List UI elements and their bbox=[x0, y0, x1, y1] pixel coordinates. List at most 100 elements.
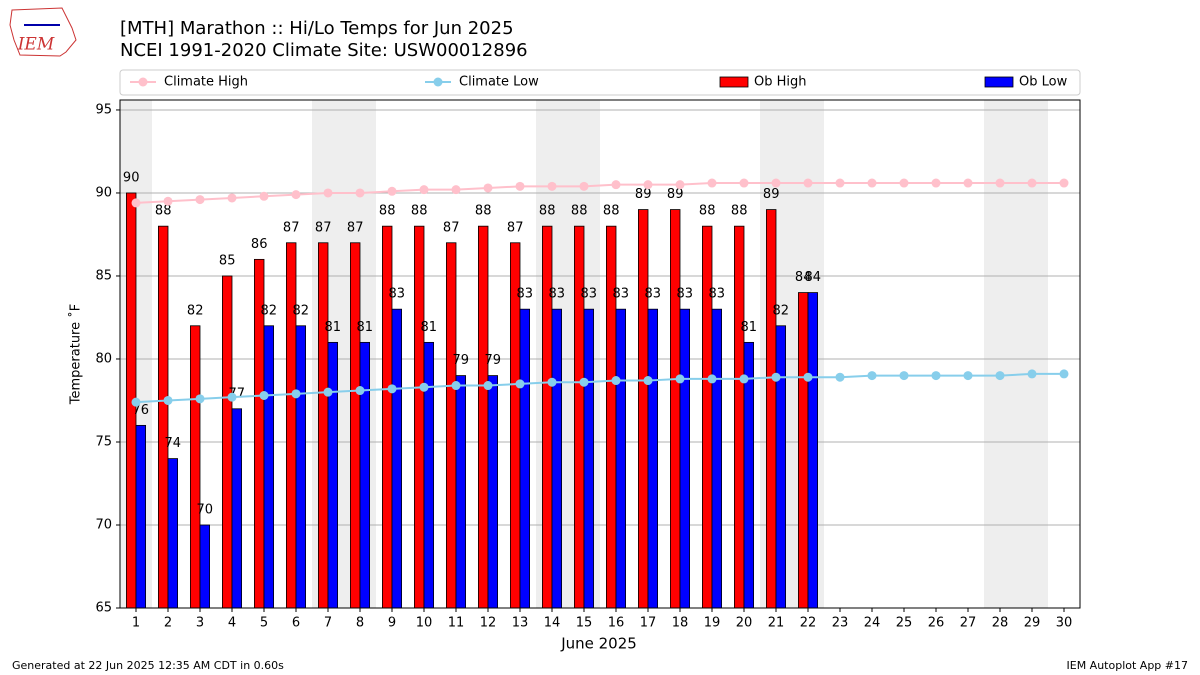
value-label: 82 bbox=[773, 303, 790, 318]
y-tick-label: 90 bbox=[95, 185, 112, 200]
series-point bbox=[515, 379, 525, 389]
series-point bbox=[195, 394, 205, 404]
series-point bbox=[291, 389, 301, 399]
series-line bbox=[135, 182, 1064, 204]
bar bbox=[189, 325, 201, 609]
x-tick-label: 14 bbox=[544, 616, 561, 631]
value-label: 88 bbox=[411, 204, 428, 219]
series-point bbox=[1059, 178, 1069, 188]
value-label: 87 bbox=[283, 220, 300, 235]
series-point bbox=[483, 183, 493, 193]
series-point bbox=[771, 178, 781, 188]
value-label: 87 bbox=[347, 220, 364, 235]
value-label: 81 bbox=[741, 320, 758, 335]
series-point bbox=[1059, 369, 1069, 379]
bar bbox=[583, 308, 595, 609]
x-tick-label: 4 bbox=[228, 616, 236, 631]
series-point bbox=[611, 180, 621, 190]
bar bbox=[679, 308, 691, 609]
bar bbox=[711, 308, 723, 609]
bar bbox=[285, 242, 297, 609]
value-label: 87 bbox=[443, 220, 460, 235]
bar bbox=[487, 375, 499, 609]
series-point bbox=[579, 181, 589, 191]
y-axis-label: Temperature ˚F bbox=[68, 304, 84, 405]
series-point bbox=[227, 193, 237, 203]
y-tick-label: 70 bbox=[95, 517, 112, 532]
bar bbox=[551, 308, 563, 609]
x-tick-label: 19 bbox=[704, 616, 721, 631]
series-point bbox=[547, 377, 557, 387]
bar bbox=[359, 341, 371, 609]
series-point bbox=[323, 188, 333, 198]
bar bbox=[263, 325, 275, 609]
bar bbox=[638, 209, 649, 609]
series-point bbox=[547, 181, 557, 191]
x-tick-label: 18 bbox=[672, 616, 689, 631]
value-label: 88 bbox=[731, 204, 748, 219]
bar bbox=[807, 292, 819, 609]
x-tick-label: 1 bbox=[132, 616, 140, 631]
x-tick-label: 21 bbox=[768, 616, 785, 631]
series-point bbox=[419, 185, 429, 195]
series-point bbox=[131, 397, 141, 407]
series-point bbox=[835, 372, 845, 382]
x-tick-label: 29 bbox=[1024, 616, 1041, 631]
bar bbox=[702, 225, 713, 609]
x-tick-label: 25 bbox=[896, 616, 913, 631]
value-label: 88 bbox=[699, 204, 716, 219]
y-tick-label: 85 bbox=[95, 268, 112, 283]
legend-swatch bbox=[138, 77, 148, 87]
x-axis-label: June 2025 bbox=[560, 635, 637, 653]
series-point bbox=[867, 371, 877, 381]
series-line bbox=[135, 372, 1064, 404]
x-tick-label: 2 bbox=[164, 616, 172, 631]
series-point bbox=[291, 190, 301, 200]
series-point bbox=[451, 185, 461, 195]
value-label: 89 bbox=[763, 187, 780, 202]
x-tick-label: 12 bbox=[480, 616, 497, 631]
value-label: 82 bbox=[187, 303, 204, 318]
bar bbox=[519, 308, 531, 609]
y-tick-label: 65 bbox=[95, 601, 112, 616]
value-label: 88 bbox=[571, 204, 588, 219]
legend-swatch bbox=[433, 77, 443, 87]
series-point bbox=[803, 178, 813, 188]
bar bbox=[477, 225, 489, 609]
bar bbox=[574, 225, 585, 609]
bar bbox=[413, 225, 425, 609]
series-point bbox=[259, 391, 269, 401]
x-tick-label: 28 bbox=[992, 616, 1009, 631]
x-tick-label: 5 bbox=[260, 616, 268, 631]
value-label: 88 bbox=[603, 204, 620, 219]
series-point bbox=[483, 381, 493, 391]
x-tick-label: 8 bbox=[356, 616, 364, 631]
value-label: 83 bbox=[581, 287, 598, 302]
value-label: 84 bbox=[805, 270, 822, 285]
series-point bbox=[515, 181, 525, 191]
bar bbox=[221, 275, 233, 609]
series-point bbox=[163, 395, 173, 405]
bar bbox=[542, 225, 553, 609]
value-label: 83 bbox=[709, 287, 726, 302]
value-label: 88 bbox=[475, 204, 492, 219]
series-point bbox=[323, 387, 333, 397]
series-point bbox=[739, 178, 749, 188]
series-point bbox=[931, 178, 941, 188]
series-point bbox=[963, 371, 973, 381]
value-label: 82 bbox=[293, 303, 310, 318]
legend-label: Ob High bbox=[754, 75, 807, 90]
bar bbox=[295, 325, 307, 609]
bar bbox=[391, 308, 403, 609]
chart-subtitle: NCEI 1991-2020 Climate Site: USW00012896 bbox=[120, 40, 528, 61]
series-point bbox=[355, 386, 365, 396]
value-label: 70 bbox=[197, 502, 214, 517]
value-label: 81 bbox=[357, 320, 374, 335]
series-point bbox=[675, 180, 685, 190]
x-tick-label: 3 bbox=[196, 616, 204, 631]
series-point bbox=[963, 178, 973, 188]
bar bbox=[445, 242, 457, 609]
x-tick-label: 10 bbox=[416, 616, 433, 631]
value-label: 90 bbox=[123, 170, 140, 185]
